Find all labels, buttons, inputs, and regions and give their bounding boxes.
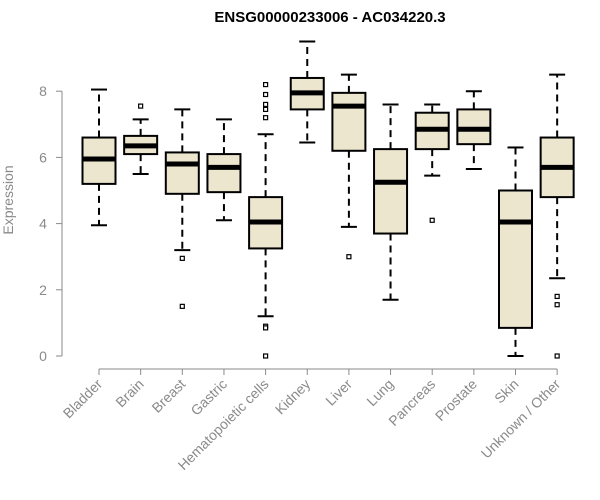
x-tick-label: Bladder	[60, 376, 106, 422]
box-kidney	[289, 40, 325, 144]
boxes-group	[81, 40, 575, 359]
y-tick-label: 2	[39, 282, 47, 298]
x-tick-label: Skin	[491, 376, 522, 407]
box-bladder	[81, 88, 117, 227]
box-prostate	[456, 90, 492, 170]
outlier-point	[263, 325, 269, 331]
box-body	[331, 91, 367, 152]
x-tick-label: Prostate	[432, 376, 480, 424]
outlier-point	[263, 91, 269, 98]
y-tick-label: 8	[39, 83, 47, 99]
x-tick-label: Brain	[112, 376, 146, 410]
box-breast	[164, 108, 200, 309]
outlier-point	[263, 106, 269, 113]
outlier-point	[263, 101, 269, 108]
outlier-point	[554, 302, 560, 308]
x-tick-label: Breast	[148, 376, 188, 416]
x-tick-label: Unknown / Other	[478, 376, 564, 462]
y-tick-label: 0	[39, 348, 47, 364]
box-liver	[331, 73, 367, 260]
box-lung	[373, 103, 409, 301]
x-tick-label: Liver	[322, 376, 355, 409]
outlier-point	[263, 353, 269, 359]
y-tick-label: 6	[39, 149, 47, 165]
box-brain	[123, 103, 159, 175]
box-skin	[498, 146, 533, 357]
y-axis: 0 2 4 6 8	[39, 83, 63, 364]
box-body	[373, 148, 409, 235]
outlier-point	[263, 115, 269, 121]
x-tick-label: Lung	[363, 376, 396, 409]
outlier-point	[429, 217, 435, 223]
outlier-point	[554, 293, 560, 300]
box-pancreas	[414, 103, 450, 223]
box-unknown-other	[539, 73, 575, 359]
outlier-point	[554, 353, 560, 359]
y-tick-label: 4	[39, 216, 47, 232]
box-body	[498, 189, 533, 329]
box-gastric	[206, 118, 242, 222]
box-hematopoietic-cells	[248, 81, 284, 359]
chart-title: ENSG00000233006 - AC034220.3	[214, 9, 445, 26]
x-tick-label: Kidney	[272, 376, 314, 418]
y-axis-label: Expression	[0, 165, 16, 234]
box-body	[164, 151, 200, 195]
outlier-point	[346, 254, 352, 260]
outlier-point	[263, 81, 269, 88]
outlier-point	[138, 103, 144, 109]
box-body	[206, 153, 242, 194]
outlier-point	[179, 303, 185, 309]
outlier-point	[179, 255, 185, 261]
